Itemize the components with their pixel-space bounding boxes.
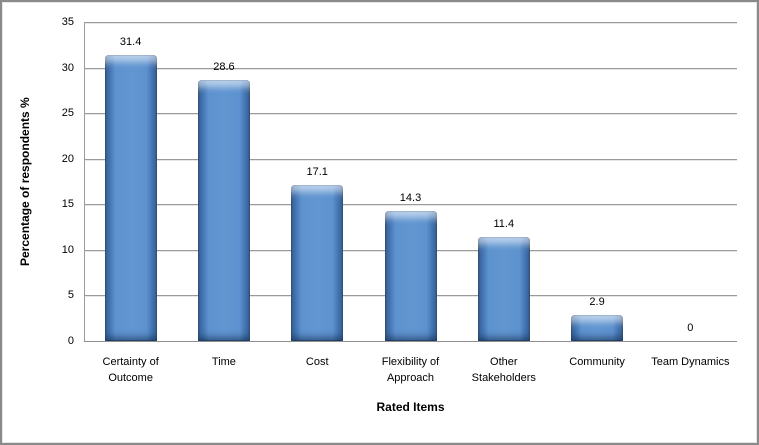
bar-4 xyxy=(384,211,437,341)
value-label-5: 11.4 xyxy=(493,218,515,230)
category-label-4: Flexibility of Approach xyxy=(381,356,440,384)
bar-6 xyxy=(571,315,624,341)
gridline-30 xyxy=(84,67,737,69)
gridline-20 xyxy=(84,158,737,160)
category-label-6: Community xyxy=(569,356,625,368)
x-axis-line xyxy=(84,341,737,342)
value-label-3: 17.1 xyxy=(306,166,328,178)
plot-area: 31.4 28.6 17.1 14.3 11.4 2.9 0 xyxy=(84,22,737,342)
bar-1 xyxy=(104,55,157,341)
category-label-3: Cost xyxy=(305,356,329,368)
bar-3 xyxy=(291,185,344,341)
y-tick-label-25: 25 xyxy=(61,107,74,120)
value-label-6: 2.9 xyxy=(589,296,605,308)
y-tick-label-20: 20 xyxy=(61,152,74,165)
gridline-35 xyxy=(84,22,737,23)
y-tick-label-35: 35 xyxy=(61,16,74,28)
value-label-4: 14.3 xyxy=(399,192,422,204)
y-tick-label-30: 30 xyxy=(61,61,74,74)
category-label-2: Time xyxy=(211,356,236,368)
bar-5 xyxy=(477,237,530,341)
category-label-7: Team Dynamics xyxy=(651,356,730,368)
y-axis-title: Percentage of respondents % xyxy=(18,97,32,266)
y-tick-label-15: 15 xyxy=(61,198,74,211)
value-label-2: 28.6 xyxy=(213,61,235,73)
gridline-15 xyxy=(84,204,737,206)
gridline-25 xyxy=(84,113,737,115)
y-axis-line xyxy=(84,22,85,341)
y-tick-label-5: 5 xyxy=(67,289,74,302)
value-label-1: 31.4 xyxy=(119,36,142,48)
x-axis-title: Rated Items xyxy=(376,400,445,414)
bar-2 xyxy=(197,80,250,341)
y-tick-label-0: 0 xyxy=(67,335,74,347)
y-tick-label-10: 10 xyxy=(61,243,74,256)
category-label-5: Other Stakeholders xyxy=(471,356,536,384)
value-label-7: 0 xyxy=(687,322,694,334)
category-label-1: Certainty of Outcome xyxy=(102,356,159,384)
